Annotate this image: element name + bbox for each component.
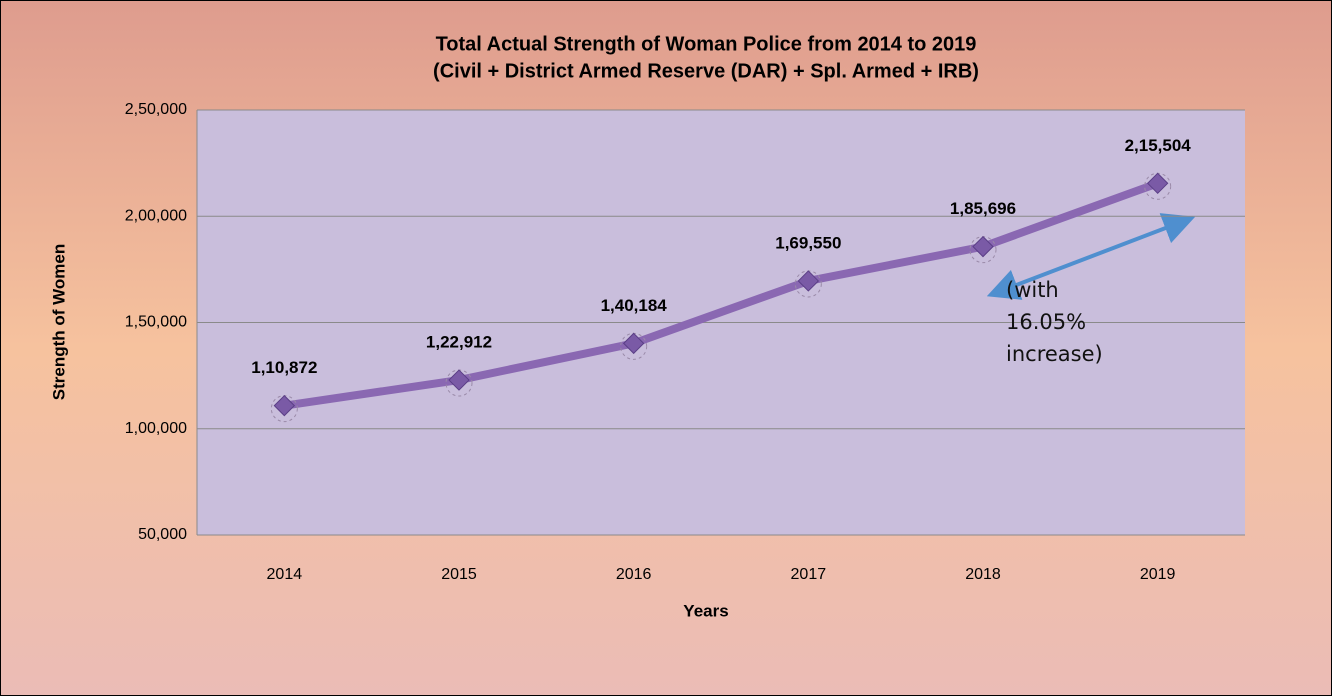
arrow <box>986 213 1196 300</box>
data-label: 1,40,184 <box>601 296 668 315</box>
chart-title: Total Actual Strength of Woman Police fr… <box>436 33 977 55</box>
y-tick-label: 1,50,000 <box>125 314 187 331</box>
annotation: (with 16.05% increase) <box>1006 278 1103 366</box>
data-label: 1,85,696 <box>950 199 1016 218</box>
x-tick-label: 2016 <box>616 566 652 583</box>
y-axis-label: Strength of Women <box>49 244 68 400</box>
chart-subtitle: (Civil + District Armed Reserve (DAR) + … <box>433 60 979 82</box>
y-tick-label: 2,00,000 <box>125 207 187 224</box>
x-axis-label: Years <box>683 601 728 620</box>
marker <box>797 270 820 292</box>
marker <box>972 235 994 258</box>
x-tick-label: 2018 <box>965 566 1001 583</box>
x-tick-label: 2014 <box>267 566 303 583</box>
data-label: 1,10,872 <box>251 358 317 377</box>
y-tick-label: 2,50,000 <box>125 101 187 118</box>
data-label: 2,15,504 <box>1125 136 1192 155</box>
data-label: 1,69,550 <box>775 233 841 252</box>
data-label: 1,22,912 <box>426 333 492 352</box>
x-tick-label: 2015 <box>441 566 477 583</box>
marker <box>273 394 296 417</box>
marker <box>1146 172 1169 195</box>
x-tick-label: 2017 <box>791 566 827 583</box>
y-tick-label: 50,000 <box>138 526 187 543</box>
marker <box>448 369 470 391</box>
x-tick-label: 2019 <box>1140 566 1176 583</box>
y-tick-label: 1,00,000 <box>125 420 187 437</box>
line <box>280 179 1162 410</box>
marker <box>622 332 645 355</box>
